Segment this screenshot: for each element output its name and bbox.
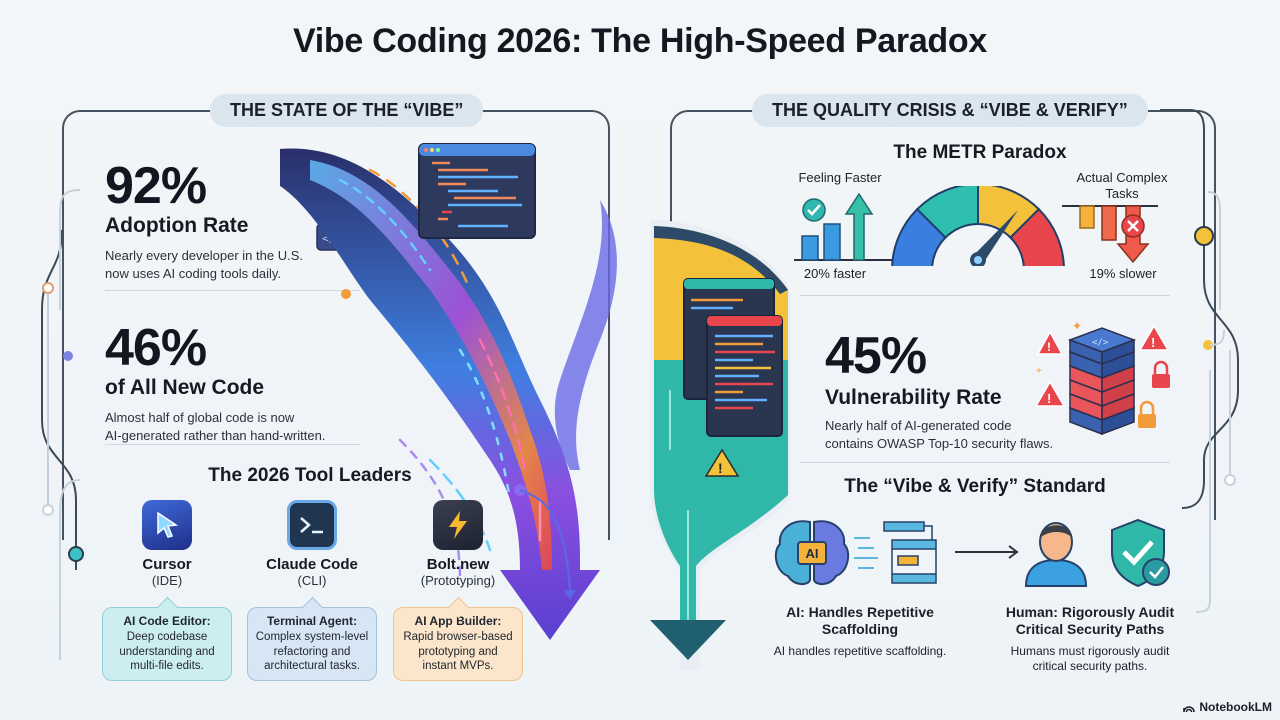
speedometer-chart bbox=[794, 186, 1158, 266]
ai-role-title-2: Scaffolding bbox=[821, 621, 899, 637]
bubble-line: Complex system-level bbox=[255, 630, 369, 643]
tools-heading: The 2026 Tool Leaders bbox=[208, 465, 412, 486]
metr-left-label: Feeling Faster bbox=[798, 170, 882, 185]
bubble-line: architectural tasks. bbox=[264, 660, 360, 673]
tool-claude-code-description: Terminal Agent: Complex system-level ref… bbox=[247, 607, 377, 682]
page-title: Vibe Coding 2026: The High-Speed Paradox bbox=[293, 22, 987, 60]
server-stack-warning-icon: </> ! ! ! ✦ + bbox=[1034, 319, 1170, 436]
stat-adoption-value: 92% bbox=[105, 157, 207, 215]
ai-role-desc: AI handles repetitive scaffolding. bbox=[773, 644, 947, 658]
stat-vulnerability-value: 45% bbox=[825, 327, 927, 385]
tool-claude-code-bubble-title: Terminal Agent: bbox=[266, 614, 357, 628]
stat-vulnerability-desc-2: contains OWASP Top-10 security flaws. bbox=[825, 435, 1054, 451]
tool-cursor-description: AI Code Editor: Deep codebase understand… bbox=[102, 607, 232, 682]
stat-adoption-label: Adoption Rate bbox=[105, 214, 249, 237]
svg-text:!: ! bbox=[1047, 340, 1051, 354]
stat-new-code: 46% of All New Code Almost half of globa… bbox=[105, 322, 365, 444]
stat-new-code-label: of All New Code bbox=[105, 376, 265, 399]
metr-heading: The METR Paradox bbox=[893, 142, 1067, 163]
svg-text:+: + bbox=[1036, 366, 1042, 377]
stat-adoption: 92% Adoption Rate Nearly every developer… bbox=[105, 160, 355, 282]
divider bbox=[105, 290, 360, 291]
terminal-icon bbox=[287, 500, 337, 550]
svg-text:AI: AI bbox=[806, 546, 819, 561]
tool-bolt-new-description: AI App Builder: Rapid browser-based prot… bbox=[393, 607, 523, 682]
tool-cursor[interactable]: Cursor (IDE) bbox=[102, 500, 232, 588]
metr-right-value: 19% slower bbox=[1089, 266, 1157, 281]
metr-right-label-1: Actual Complex bbox=[1076, 170, 1168, 185]
tool-claude-code-name: Claude Code bbox=[266, 556, 358, 573]
stat-new-code-desc-1: Almost half of global code is now bbox=[105, 410, 295, 426]
tool-cursor-bubble-title: AI Code Editor: bbox=[123, 614, 211, 628]
cursor-arrow-icon bbox=[142, 500, 192, 550]
tool-cursor-kind: (IDE) bbox=[151, 573, 183, 588]
bubble-line: understanding and bbox=[119, 645, 215, 658]
circuit-lines-decoration-right bbox=[1160, 109, 1239, 613]
svg-text:!: ! bbox=[1047, 391, 1051, 406]
tool-bolt-new[interactable]: Bolt.new (Prototyping) bbox=[393, 500, 523, 588]
metr-right-label-2: Tasks bbox=[1105, 186, 1139, 201]
notebooklm-brand: NotebookLM bbox=[1183, 700, 1272, 714]
stat-adoption-desc-1: Nearly every developer in the U.S. bbox=[105, 248, 303, 264]
metr-left-value: 20% faster bbox=[803, 266, 867, 281]
stat-vulnerability-desc-1: Nearly half of AI-generated code bbox=[825, 418, 1012, 434]
bubble-line: multi-file edits. bbox=[130, 660, 204, 673]
ai-role-title-1: AI: Handles Repetitive bbox=[786, 604, 934, 620]
human-role-title-1: Human: Rigorously Audit bbox=[1005, 604, 1175, 620]
bubble-line: Deep codebase bbox=[126, 630, 208, 643]
bubble-line: Rapid browser-based bbox=[403, 630, 513, 643]
brand-label: NotebookLM bbox=[1199, 700, 1272, 714]
stat-vulnerability-label: Vulnerability Rate bbox=[825, 386, 1002, 409]
human-role-desc-1: Humans must rigorously audit bbox=[1010, 644, 1170, 658]
divider bbox=[800, 462, 1170, 463]
human-role-title-2: Critical Security Paths bbox=[1015, 621, 1165, 637]
standard-heading: The “Vibe & Verify” Standard bbox=[844, 476, 1106, 497]
divider bbox=[800, 295, 1170, 296]
tool-bolt-new-kind: (Prototyping) bbox=[420, 573, 496, 588]
tool-claude-code[interactable]: Claude Code (CLI) bbox=[247, 500, 377, 588]
code-flow-illustration bbox=[280, 148, 617, 640]
code-windows-icon bbox=[683, 278, 783, 437]
circuit-lines-decoration bbox=[41, 189, 84, 660]
stat-new-code-desc-2: AI-generated rather than hand-written. bbox=[105, 427, 326, 443]
scaffolding-diagram-icon bbox=[854, 521, 937, 584]
ai-brain-icon: AI bbox=[774, 520, 850, 586]
divider bbox=[105, 444, 360, 445]
bubble-line: instant MVPs. bbox=[422, 660, 494, 673]
tool-cursor-name: Cursor bbox=[142, 556, 192, 573]
svg-text:</>: </> bbox=[1092, 338, 1109, 348]
code-editor-window-icon bbox=[418, 143, 536, 239]
human-avatar-icon bbox=[1024, 522, 1088, 587]
tool-claude-code-kind: (CLI) bbox=[297, 573, 327, 588]
svg-text:!: ! bbox=[1151, 335, 1155, 350]
human-role-desc-2: critical security paths. bbox=[1032, 659, 1148, 673]
bubble-line: refactoring and bbox=[273, 645, 351, 658]
svg-text:✦: ✦ bbox=[1072, 319, 1082, 333]
stat-vulnerability: 45% Vulnerability Rate Nearly half of AI… bbox=[825, 330, 1065, 452]
notebooklm-logo-icon bbox=[1183, 706, 1196, 712]
svg-text:!: ! bbox=[718, 460, 723, 476]
tool-bolt-new-bubble-title: AI App Builder: bbox=[414, 614, 502, 628]
stat-adoption-desc-2: now uses AI coding tools daily. bbox=[105, 265, 282, 281]
lightning-icon bbox=[433, 500, 483, 550]
arrow-right-icon bbox=[955, 545, 1019, 559]
shield-check-icon bbox=[1111, 518, 1170, 588]
left-panel-header: THE STATE OF THE “VIBE” bbox=[210, 94, 484, 127]
right-panel-header: THE QUALITY CRISIS & “VIBE & VERIFY” bbox=[752, 94, 1148, 127]
bubble-line: prototyping and bbox=[418, 645, 498, 658]
tool-bolt-new-name: Bolt.new bbox=[426, 556, 490, 573]
stat-new-code-value: 46% bbox=[105, 319, 207, 377]
